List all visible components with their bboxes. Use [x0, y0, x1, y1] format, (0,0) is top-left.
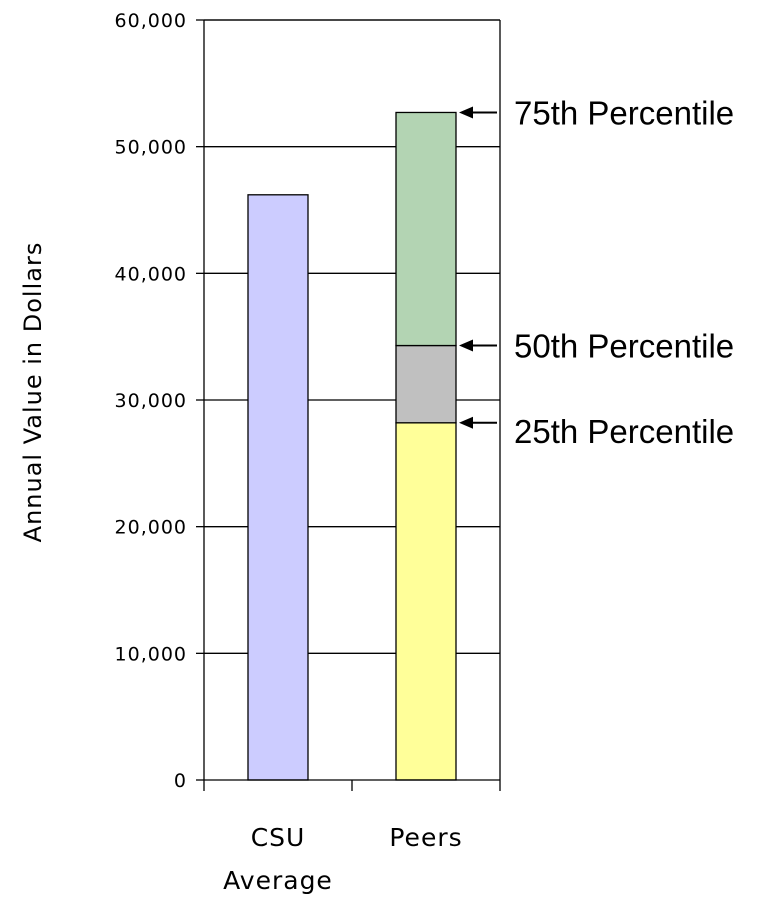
y-tick-label: 30,000 [115, 390, 187, 412]
bar-peers-segment-1 [395, 422, 457, 781]
annotation-arrow-head [459, 416, 473, 429]
y-tick-label: 50,000 [115, 137, 187, 159]
y-tick-label: 10,000 [115, 643, 187, 665]
bar-csu-average [247, 194, 309, 781]
y-tick-label: 0 [174, 770, 187, 792]
bars [247, 111, 457, 781]
annotation-label: 75th Percentile [514, 94, 734, 131]
annotation-label: 25th Percentile [514, 413, 734, 450]
annotation-arrow-head [459, 106, 473, 119]
annotation-arrow-head [459, 339, 473, 352]
bar-peers-segment-2 [395, 344, 457, 424]
y-axis-label: Annual Value in Dollars [19, 242, 47, 543]
y-tick-labels: 0 10,000 20,000 30,000 40,000 50,000 60,000 [115, 10, 187, 792]
y-tick-label: 40,000 [115, 263, 187, 285]
x-category-label: CSU [251, 823, 306, 852]
axes [196, 19, 501, 791]
annotation-label: 50th Percentile [514, 328, 734, 365]
y-tick-label: 20,000 [115, 517, 187, 539]
y-tick-label: 60,000 [115, 10, 187, 32]
bar-peers-segment-3 [395, 111, 457, 347]
x-category-labels: CSU Average Peers [223, 823, 462, 895]
x-category-label: Peers [389, 823, 462, 852]
x-category-label: Average [223, 866, 333, 895]
annotations: 75th Percentile 50th Percentile 25th Perce… [459, 94, 734, 450]
